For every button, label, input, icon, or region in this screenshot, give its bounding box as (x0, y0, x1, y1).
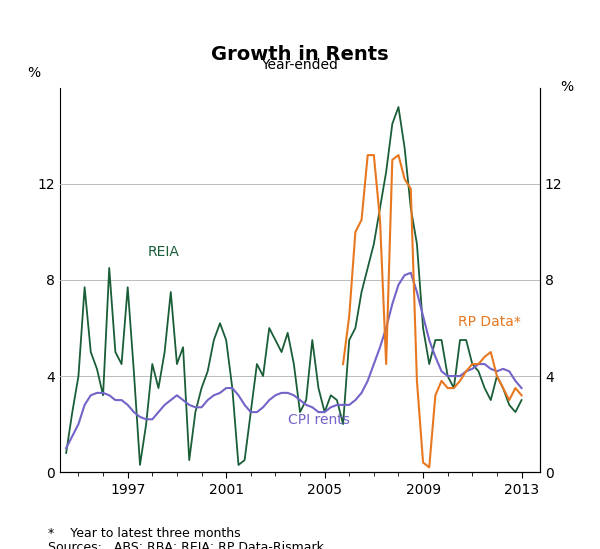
Text: *    Year to latest three months: * Year to latest three months (48, 527, 241, 540)
Y-axis label: %: % (27, 66, 40, 80)
Title: Growth in Rents: Growth in Rents (211, 45, 389, 64)
Text: REIA: REIA (148, 245, 179, 259)
Text: Year-ended: Year-ended (262, 58, 338, 72)
Y-axis label: %: % (560, 80, 573, 94)
Text: Sources:   ABS; RBA; REIA; RP Data-Rismark: Sources: ABS; RBA; REIA; RP Data-Rismark (48, 541, 324, 549)
Text: RP Data*: RP Data* (458, 315, 520, 329)
Text: CPI rents: CPI rents (287, 413, 350, 427)
